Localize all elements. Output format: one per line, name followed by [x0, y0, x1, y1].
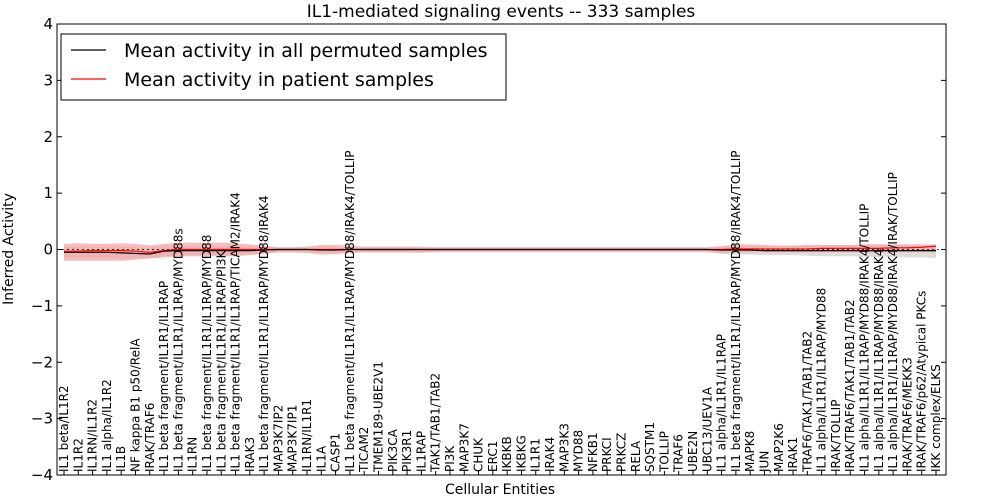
- x-axis-label: Cellular Entities: [445, 482, 555, 498]
- x-tick-label: IL1 beta fragment/IL1R1/IL1RAP/MYD88/IRA…: [729, 151, 743, 472]
- x-tick-label: UBC13/UEV1A: [700, 386, 714, 472]
- y-tick-label: 2: [43, 128, 53, 146]
- x-tick-label: MAPK8: [743, 431, 757, 472]
- x-tick-label: IL1A: [314, 445, 328, 472]
- x-tick-label: RELA: [629, 440, 643, 472]
- y-tick-label: 3: [43, 71, 53, 89]
- x-tick-label: IRAK/TRAF6: [143, 403, 157, 472]
- legend-label-patient: Mean activity in patient samples: [124, 69, 434, 91]
- x-tick-label: IL1 beta/IL1R2: [57, 385, 71, 472]
- x-tick-label: IL1RAP: [414, 431, 428, 472]
- y-axis-label: Inferred Activity: [1, 193, 17, 305]
- x-tick-label: PRKCI: [600, 437, 614, 472]
- x-tick-label: ERC1: [486, 441, 500, 472]
- series-lines: [64, 245, 937, 255]
- x-tick-label: CASP1: [329, 433, 343, 472]
- x-tick-label: MYD88: [572, 430, 586, 472]
- legend: Mean activity in all permuted samples Me…: [60, 33, 507, 101]
- chart-title: IL1-mediated signaling events -- 333 sam…: [307, 2, 696, 22]
- x-tick-label: NF kappa B1 p50/RelA: [128, 338, 142, 472]
- x-tick-label: PIK3R1: [400, 430, 414, 472]
- x-tick-label: IL1RN/IL1R2: [86, 399, 100, 472]
- x-tick-label: IL1RN/IL1R1: [300, 399, 314, 472]
- x-tick-label: IRAK/TRAF6/p62/Atypical PKCs: [915, 291, 929, 472]
- y-tick-label: −3: [31, 410, 53, 428]
- band-patient: [64, 242, 936, 261]
- x-tick-label: IKBKB: [500, 436, 514, 472]
- y-tick-label: −2: [31, 353, 53, 371]
- y-tick-label: −4: [31, 466, 53, 484]
- y-tick-label: 0: [43, 241, 53, 259]
- x-tick-label: IL1 alpha/IL1R1/IL1RAP: [715, 334, 729, 472]
- x-tick-label: IRAK/TRAF6/MEKK3: [900, 357, 914, 472]
- x-tick-label: TMEM189-UBE2V1: [371, 361, 385, 473]
- x-tick-label: IL1 beta fragment/IL1R1/IL1RAP/MYD88/IRA…: [257, 195, 271, 472]
- x-tick-label: NFKB1: [586, 432, 600, 472]
- x-tick-label: IL1 alpha/IL1R2: [100, 379, 114, 472]
- x-tick-label: UBE2N: [686, 431, 700, 472]
- confidence-bands: [64, 242, 936, 261]
- x-tick-label: TOLLIP: [657, 431, 671, 473]
- x-tick-label: IL1 alpha/IL1R1/IL1RAP/MYD88/IRAK4: [872, 249, 886, 472]
- x-tick-label: IKK complex/ELKS: [929, 364, 943, 472]
- line-permuted-mean: [64, 248, 936, 255]
- x-tick-label: IL1 alpha/IL1R1/IL1RAP/MYD88/IRAK4/TOLLI…: [858, 204, 872, 472]
- y-tick-label: −1: [31, 297, 53, 315]
- x-tick-label: IL1B: [114, 446, 128, 472]
- x-tick-label: MAP3K7: [457, 423, 471, 472]
- x-tick-label: IL1 beta fragment/IL1R1/IL1RAP/MYD88/IRA…: [343, 151, 357, 472]
- x-tick-label: IL1 alpha/IL1R1/IL1RAP/MYD88: [815, 288, 829, 472]
- x-tick-label: IL1 beta fragment/IL1R1/IL1RAP/TICAM2/IR…: [229, 192, 243, 472]
- x-tick-label: IL1RN: [186, 437, 200, 472]
- y-tick-label: 1: [43, 184, 53, 202]
- x-tick-label: MAP2K6: [772, 423, 786, 472]
- x-tick-label: PRKCZ: [615, 433, 629, 472]
- x-tick-label: TRAF6/TAK1/TAB1/TAB2: [800, 331, 814, 473]
- y-tick-label: 4: [43, 15, 53, 33]
- x-tick-label: IL1 beta fragment/IL1R1/IL1RAP/PI3K: [214, 249, 228, 472]
- x-tick-label: IL1R2: [71, 438, 85, 472]
- x-tick-label: SQSTM1: [643, 422, 657, 472]
- x-tick-label: JUN: [757, 451, 771, 473]
- legend-box: [60, 33, 507, 101]
- x-tick-label: IRAK/TOLLIP: [829, 400, 843, 472]
- x-tick-label: IRAK/TRAF6/TAK1/TAB1/TAB2: [843, 299, 857, 472]
- x-tick-label: IKBKG: [514, 435, 528, 472]
- x-tick-label: TICAM2: [357, 427, 371, 473]
- x-tick-label: IRAK4: [543, 437, 557, 472]
- x-tick-label: PIK3CA: [386, 428, 400, 472]
- x-tick-label: IL1 beta fragment/IL1R1/IL1RAP/MYD88s: [171, 228, 185, 472]
- y-axis: −4 −3 −2 −1 0 1 2 3 4: [31, 15, 946, 484]
- x-tick-label: MAP3K7IP2: [271, 405, 285, 472]
- x-tick-label: IL1R1: [529, 438, 543, 472]
- x-tick-label: CHUK: [472, 437, 486, 472]
- x-tick-label: IL1 alpha/IL1R1/IL1RAP/MYD88/IRAK4/IRAK/…: [886, 172, 900, 472]
- x-tick-label: PI3K: [443, 445, 457, 472]
- x-tick-labels: IL1 beta/IL1R2 IL1R2 IL1RN/IL1R2 IL1 alpha/…: [57, 151, 943, 475]
- x-tick-label: MAP3K3: [557, 423, 571, 472]
- x-tick-label: TRAF6: [672, 434, 686, 473]
- x-tick-label: TAK1/TAB1/TAB2: [429, 373, 443, 473]
- legend-label-permuted: Mean activity in all permuted samples: [124, 40, 487, 62]
- x-tick-label: IRAK3: [243, 437, 257, 472]
- x-tick-label: IRAK1: [786, 437, 800, 472]
- x-tick-label: IL1 beta fragment/IL1R1/IL1RAP/MYD88: [200, 235, 214, 472]
- x-tick-label: IL1 beta fragment/IL1R1/IL1RAP: [157, 281, 171, 472]
- x-tick-label: MAP3K7IP1: [286, 405, 300, 472]
